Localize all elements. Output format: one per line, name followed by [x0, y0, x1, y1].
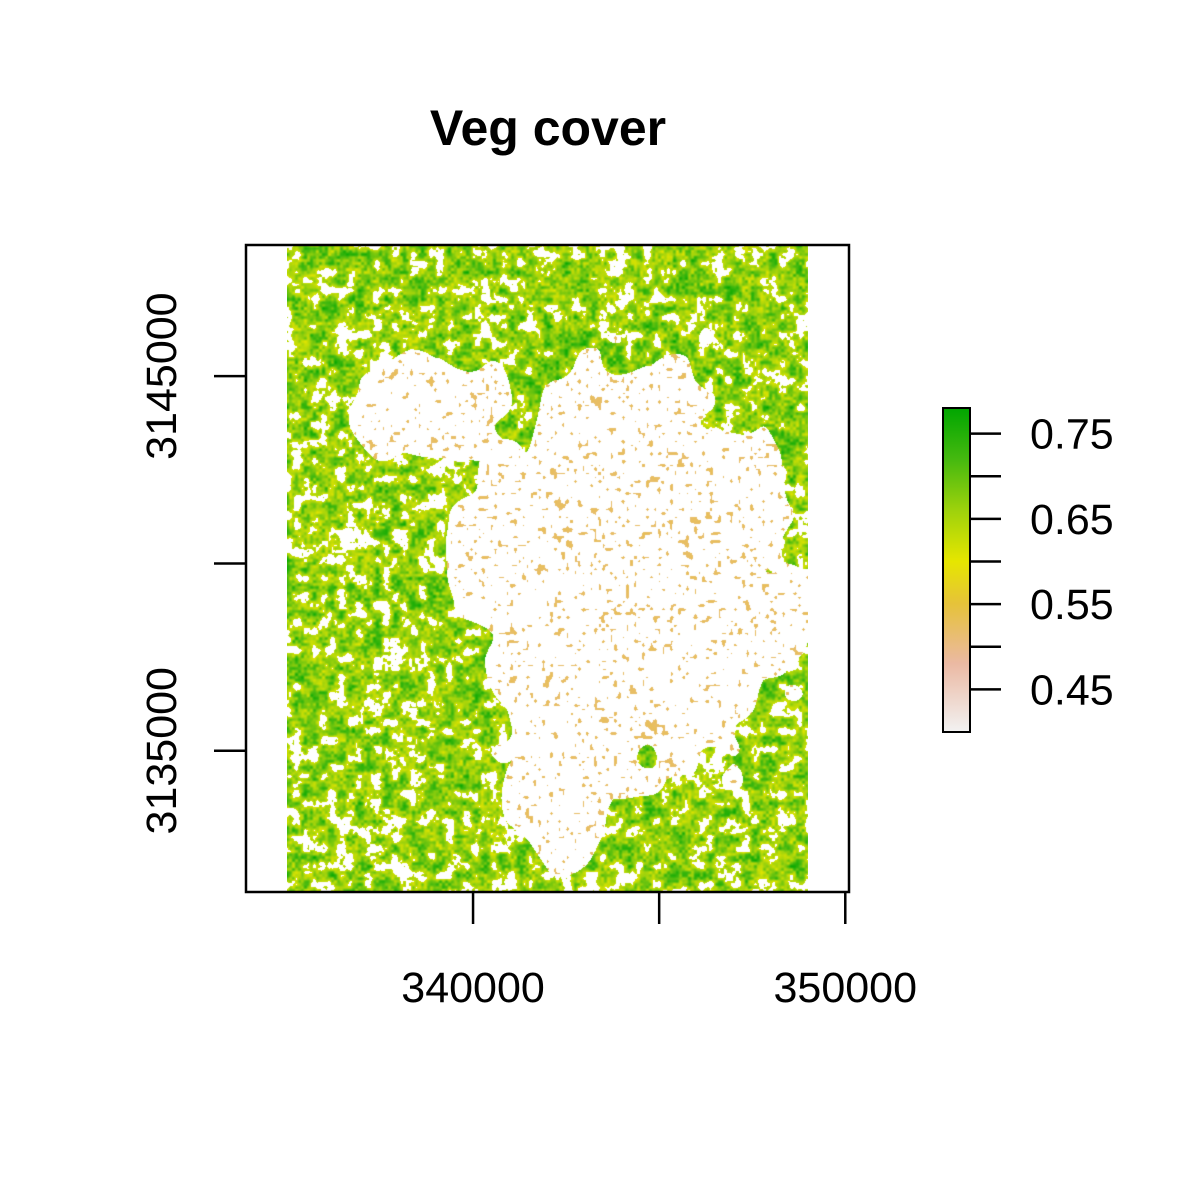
- y-axis: 3135000 3145000: [138, 292, 246, 834]
- color-legend: 0.45 0.55 0.65 0.75: [942, 407, 1114, 733]
- x-axis: 340000 350000: [401, 892, 917, 1012]
- x-tick-label: 350000: [774, 964, 918, 1012]
- vegetation-raster: [286, 245, 808, 892]
- y-tick-label: 3145000: [138, 292, 186, 459]
- map-title: Veg cover: [430, 100, 666, 156]
- x-tick-label: 340000: [401, 964, 545, 1012]
- legend-tick-label: 0.55: [1030, 581, 1114, 629]
- legend-tick-label: 0.65: [1030, 496, 1114, 544]
- plot-frame: [244, 243, 851, 894]
- raster-image: [286, 245, 808, 892]
- legend-tick-label: 0.45: [1030, 666, 1114, 714]
- legend-ticks: 0.45 0.55 0.65 0.75: [970, 411, 1114, 714]
- y-tick-label: 3135000: [138, 667, 186, 834]
- legend-color-bar: [942, 407, 971, 733]
- legend-tick-label: 0.75: [1030, 411, 1114, 459]
